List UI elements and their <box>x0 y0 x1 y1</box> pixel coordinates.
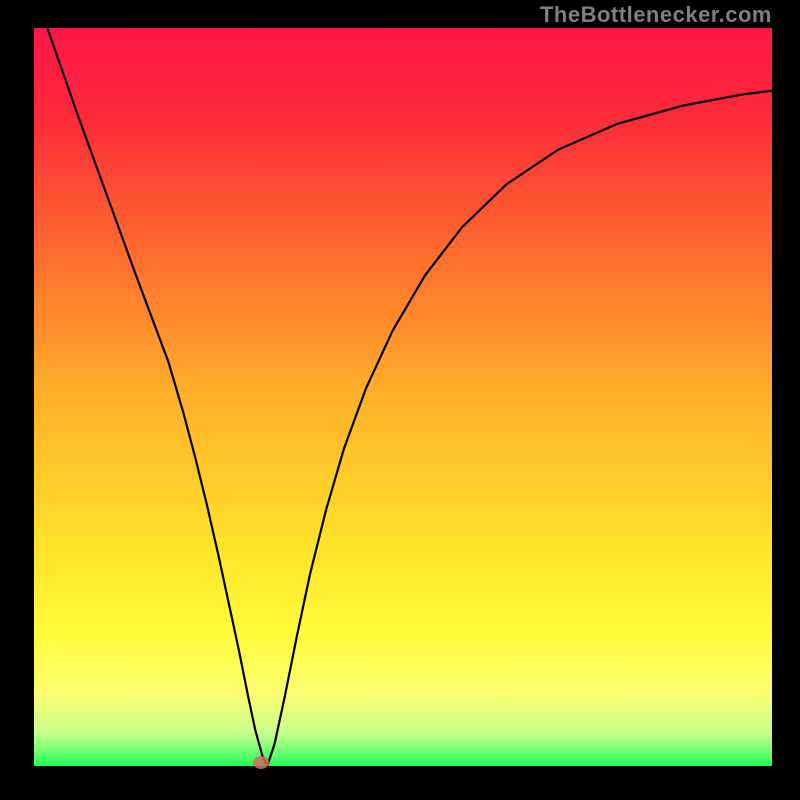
watermark-text: TheBottlenecker.com <box>540 2 772 28</box>
optimum-marker <box>253 756 269 769</box>
border-bottom <box>0 766 800 800</box>
chart-container: TheBottlenecker.com <box>0 0 800 800</box>
border-left <box>0 0 34 800</box>
gradient-background <box>34 28 772 766</box>
plot-area <box>34 28 772 766</box>
plot-svg <box>34 28 772 766</box>
border-right <box>772 0 800 800</box>
